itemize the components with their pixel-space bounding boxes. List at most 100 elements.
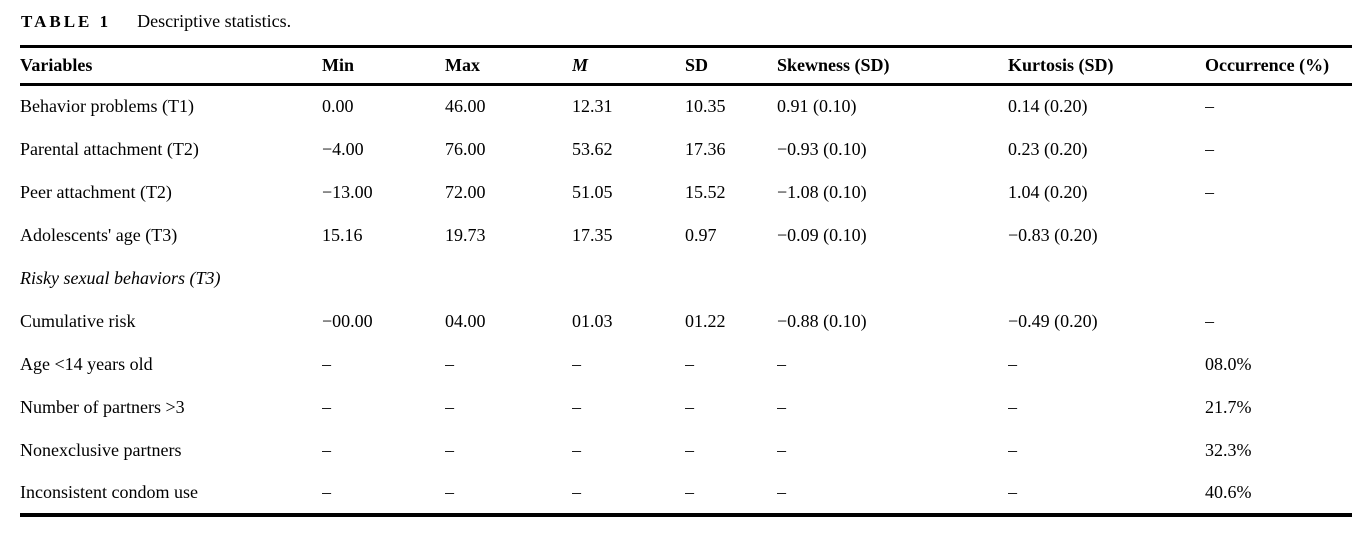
cell-sd: 10.35	[685, 96, 726, 117]
cell-kurtosis: 0.14 (0.20)	[1008, 96, 1088, 117]
cell-mean: –	[572, 439, 581, 460]
cell-occurrence: –	[1205, 310, 1214, 331]
table-row-cumulative-risk: Cumulative risk −00.00 04.00 01.03 01.22…	[20, 300, 1352, 343]
cell-mean: 51.05	[572, 181, 613, 202]
table-row-peer-attachment: Peer attachment (T2) −13.00 72.00 51.05 …	[20, 171, 1352, 214]
cell-max: –	[445, 481, 454, 502]
cell-min: 15.16	[322, 224, 363, 245]
table-title-text: Descriptive statistics.	[137, 11, 292, 31]
cell-skewness: 0.91 (0.10)	[777, 96, 857, 117]
cell-sd	[685, 257, 777, 300]
cell-sd: 17.36	[685, 138, 726, 159]
cell-sd: –	[685, 439, 694, 460]
cell-variable: Nonexclusive partners	[20, 439, 182, 460]
table-row-behavior-problems: Behavior problems (T1) 0.00 46.00 12.31 …	[20, 85, 1352, 128]
cell-occurrence	[1205, 214, 1352, 257]
cell-max: –	[445, 396, 454, 417]
cell-occurrence: 32.3%	[1205, 439, 1252, 460]
cell-kurtosis: –	[1008, 353, 1017, 374]
cell-kurtosis: –	[1008, 481, 1017, 502]
table-row-age-under-14: Age <14 years old – – – – – – 08.0%	[20, 343, 1352, 386]
column-header-min: Min	[322, 46, 445, 86]
table-row-number-of-partners: Number of partners >3 – – – – – – 21.7%	[20, 386, 1352, 429]
column-header-mean: M	[572, 46, 685, 86]
cell-min: –	[322, 396, 331, 417]
table-row-inconsistent-condom-use: Inconsistent condom use – – – – – – 40.6…	[20, 472, 1352, 515]
table-section-row-risky-sexual-behaviors: Risky sexual behaviors (T3)	[20, 257, 1352, 300]
column-header-skewness: Skewness (SD)	[777, 46, 1008, 86]
section-label: Risky sexual behaviors (T3)	[20, 267, 221, 288]
cell-min	[322, 257, 445, 300]
cell-sd: 0.97	[685, 224, 717, 245]
cell-skewness: −0.88 (0.10)	[777, 310, 867, 331]
cell-mean: –	[572, 353, 581, 374]
cell-kurtosis: –	[1008, 396, 1017, 417]
cell-variable: Age <14 years old	[20, 353, 153, 374]
cell-max: 04.00	[445, 310, 486, 331]
cell-occurrence: –	[1205, 138, 1214, 159]
cell-variable: Inconsistent condom use	[20, 481, 198, 502]
cell-kurtosis: 1.04 (0.20)	[1008, 181, 1088, 202]
table-row-parental-attachment: Parental attachment (T2) −4.00 76.00 53.…	[20, 128, 1352, 171]
header-row: Variables Min Max M SD Skewness (SD) Kur…	[20, 46, 1352, 86]
cell-sd: 15.52	[685, 181, 726, 202]
cell-kurtosis: –	[1008, 439, 1017, 460]
cell-max: 46.00	[445, 96, 486, 117]
cell-min: −4.00	[322, 138, 364, 159]
cell-skewness: –	[777, 481, 786, 502]
cell-sd: –	[685, 353, 694, 374]
column-header-occurrence: Occurrence (%)	[1205, 46, 1352, 86]
cell-variable: Number of partners >3	[20, 396, 185, 417]
cell-skewness: –	[777, 439, 786, 460]
cell-sd: –	[685, 396, 694, 417]
cell-variable: Adolescents' age (T3)	[20, 224, 178, 245]
cell-variable: Behavior problems (T1)	[20, 96, 194, 117]
cell-max: 19.73	[445, 224, 486, 245]
cell-kurtosis: −0.49 (0.20)	[1008, 310, 1098, 331]
table-body: Behavior problems (T1) 0.00 46.00 12.31 …	[20, 85, 1352, 515]
cell-variable: Cumulative risk	[20, 310, 136, 331]
cell-kurtosis	[1008, 257, 1205, 300]
cell-min: 0.00	[322, 96, 354, 117]
table-header: Variables Min Max M SD Skewness (SD) Kur…	[20, 46, 1352, 86]
table-caption: TABLE 1 Descriptive statistics.	[21, 11, 291, 32]
cell-max: 76.00	[445, 138, 486, 159]
table-row-nonexclusive-partners: Nonexclusive partners – – – – – – 32.3%	[20, 429, 1352, 472]
cell-skewness: –	[777, 353, 786, 374]
cell-skewness: −1.08 (0.10)	[777, 181, 867, 202]
cell-min: –	[322, 481, 331, 502]
cell-mean: 17.35	[572, 224, 613, 245]
cell-occurrence: 08.0%	[1205, 353, 1252, 374]
cell-max	[445, 257, 572, 300]
cell-min: −00.00	[322, 310, 373, 331]
cell-occurrence: –	[1205, 181, 1214, 202]
descriptive-statistics-table: Variables Min Max M SD Skewness (SD) Kur…	[20, 45, 1352, 517]
cell-kurtosis: 0.23 (0.20)	[1008, 138, 1088, 159]
cell-occurrence: 40.6%	[1205, 481, 1252, 502]
column-header-max: Max	[445, 46, 572, 86]
cell-max: –	[445, 353, 454, 374]
cell-min: –	[322, 353, 331, 374]
cell-skewness: –	[777, 396, 786, 417]
cell-variable: Parental attachment (T2)	[20, 138, 199, 159]
column-header-variables: Variables	[20, 46, 322, 86]
cell-mean	[572, 257, 685, 300]
cell-skewness: −0.93 (0.10)	[777, 138, 867, 159]
column-header-sd: SD	[685, 46, 777, 86]
cell-mean: 12.31	[572, 96, 613, 117]
cell-min: −13.00	[322, 181, 373, 202]
column-header-kurtosis: Kurtosis (SD)	[1008, 46, 1205, 86]
cell-min: –	[322, 439, 331, 460]
cell-sd: –	[685, 481, 694, 502]
cell-max: 72.00	[445, 181, 486, 202]
cell-mean: 53.62	[572, 138, 613, 159]
cell-max: –	[445, 439, 454, 460]
cell-skewness	[777, 257, 1008, 300]
cell-mean: –	[572, 396, 581, 417]
cell-occurrence	[1205, 257, 1352, 300]
cell-occurrence: –	[1205, 96, 1214, 117]
cell-kurtosis: −0.83 (0.20)	[1008, 224, 1098, 245]
cell-skewness: −0.09 (0.10)	[777, 224, 867, 245]
cell-occurrence: 21.7%	[1205, 396, 1252, 417]
cell-variable: Peer attachment (T2)	[20, 181, 172, 202]
